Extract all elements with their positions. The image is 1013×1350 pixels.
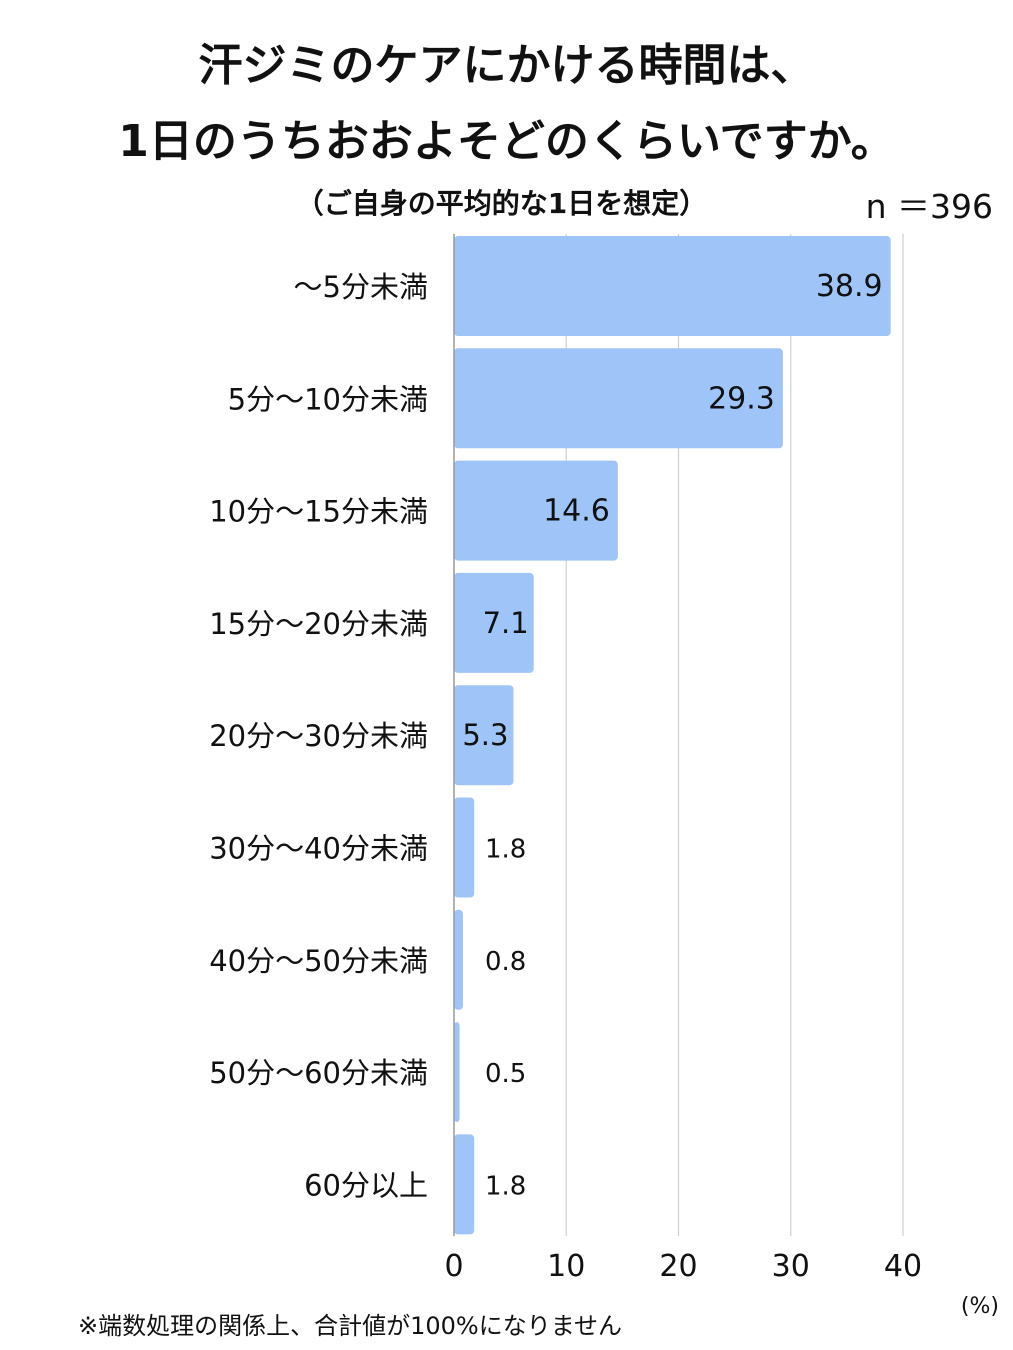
category-label: 20分～30分未満 bbox=[209, 719, 428, 753]
x-tick-label: 40 bbox=[884, 1249, 922, 1284]
bar bbox=[454, 685, 514, 786]
chart-title-line-2: 1日のうちおおよそどのくらいですか。 bbox=[118, 116, 895, 167]
value-label: 0.5 bbox=[485, 1059, 526, 1089]
category-label: 5分～10分未満 bbox=[228, 382, 428, 416]
bar bbox=[454, 460, 618, 561]
value-label: 29.3 bbox=[708, 381, 775, 416]
bar bbox=[454, 1022, 460, 1123]
x-tick-label: 20 bbox=[659, 1249, 697, 1284]
bar bbox=[454, 1134, 475, 1235]
value-label: 38.9 bbox=[816, 269, 883, 304]
x-tick-label: 0 bbox=[444, 1249, 463, 1284]
value-label: 7.1 bbox=[483, 606, 529, 640]
category-label: 30分～40分未満 bbox=[209, 832, 428, 866]
category-label: 60分以上 bbox=[304, 1168, 428, 1202]
value-label: 1.8 bbox=[485, 835, 526, 865]
value-label: 0.8 bbox=[485, 947, 526, 977]
category-label: 10分～15分未満 bbox=[209, 495, 428, 529]
bar bbox=[454, 236, 891, 336]
bar bbox=[454, 797, 475, 898]
sample-size-label: n ＝396 bbox=[865, 187, 993, 226]
value-label: 14.6 bbox=[543, 494, 610, 529]
x-tick-label: 10 bbox=[547, 1249, 585, 1284]
category-label: 40分～50分未満 bbox=[209, 944, 428, 978]
footnote: ※端数処理の関係上、合計値が100%になりません bbox=[78, 1312, 623, 1340]
value-label: 5.3 bbox=[462, 718, 508, 752]
value-label: 1.8 bbox=[485, 1171, 526, 1201]
chart-subtitle: （ご自身の平均的な1日を想定） bbox=[295, 187, 708, 220]
bar bbox=[454, 909, 463, 1010]
category-label: ～5分未満 bbox=[294, 270, 428, 304]
chart-title-line-1: 汗ジミのケアにかける時間は、 bbox=[198, 40, 815, 91]
x-tick-label: 30 bbox=[772, 1249, 810, 1284]
x-axis-unit: (%) bbox=[960, 1294, 999, 1319]
category-label: 50分～60分未満 bbox=[209, 1056, 428, 1090]
bar bbox=[454, 348, 783, 449]
bar bbox=[454, 572, 534, 673]
category-label: 15分～20分未満 bbox=[209, 607, 428, 641]
